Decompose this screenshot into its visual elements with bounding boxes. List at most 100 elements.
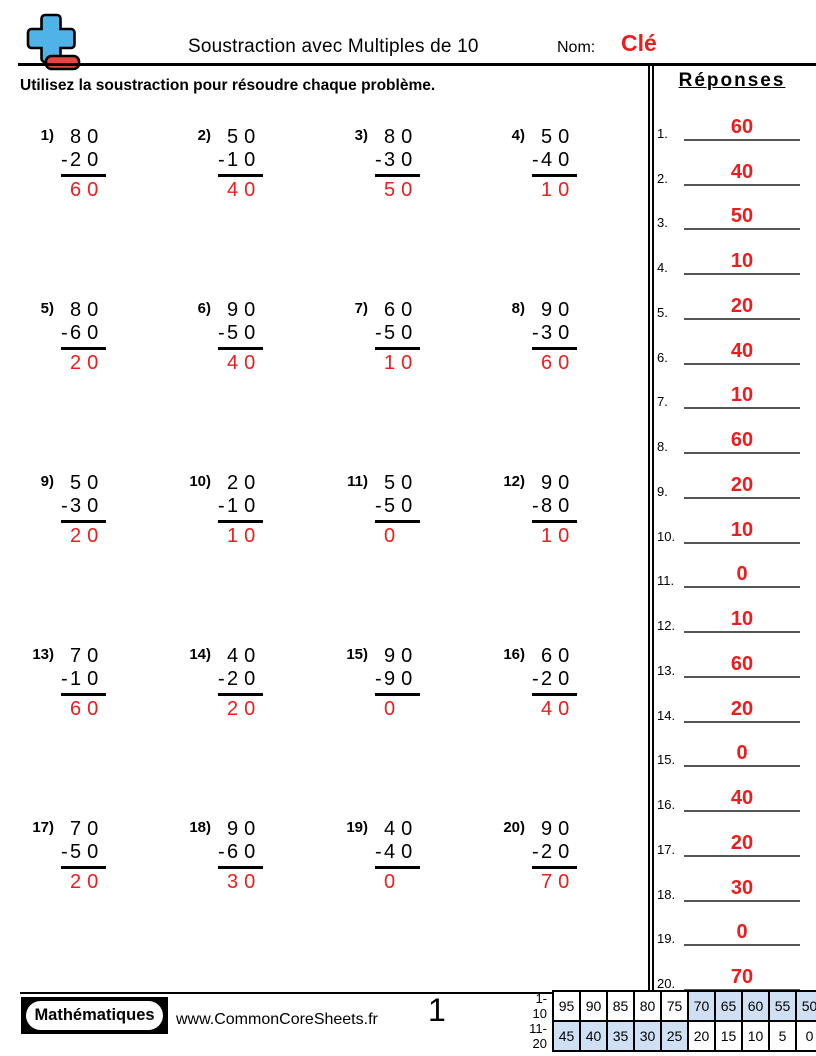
subtrahend-row: -50 bbox=[218, 322, 263, 345]
subtrahend-row: -20 bbox=[532, 841, 577, 864]
problem-answer: 20 bbox=[70, 871, 105, 893]
answer-blank-line: 0 bbox=[684, 743, 800, 768]
minuend: 90 bbox=[227, 818, 262, 840]
grading-score-cell: 45 bbox=[552, 1020, 581, 1052]
website-url: www.CommonCoreSheets.fr bbox=[176, 1011, 378, 1028]
answer-blank-line: 60 bbox=[684, 430, 800, 455]
subtrahend: 20 bbox=[227, 668, 262, 690]
problem: 4) 50-40 10 bbox=[497, 126, 654, 299]
minuend: 20 bbox=[227, 472, 262, 494]
subtrahend: 30 bbox=[70, 495, 105, 517]
problem-number: 14) bbox=[189, 646, 211, 663]
problem-answer: 30 bbox=[227, 871, 262, 893]
grading-score-cell: 30 bbox=[633, 1020, 662, 1052]
problem: 11) 50-50 0 bbox=[340, 472, 497, 645]
answer-blank-line: 50 bbox=[684, 205, 800, 231]
grading-score-cell: 10 bbox=[741, 1020, 770, 1052]
problem: 17) 70-50 20 bbox=[26, 818, 183, 991]
answer-blank-line: 20 bbox=[684, 475, 800, 499]
minus-sign: - bbox=[375, 149, 382, 171]
minuend: 80 bbox=[384, 126, 419, 148]
problem-answer: 40 bbox=[541, 698, 576, 720]
answer-blank-line: 20 bbox=[684, 833, 800, 857]
problem-work: 90-80 10 bbox=[532, 472, 577, 548]
subtrahend-row: -80 bbox=[532, 495, 577, 518]
subtrahend: 90 bbox=[384, 668, 419, 690]
problem-number: 16) bbox=[503, 646, 525, 663]
answer-row: 6. 40 bbox=[657, 329, 800, 365]
problem-answer: 60 bbox=[70, 179, 105, 201]
answer-row: 17. 20 bbox=[657, 821, 800, 857]
minus-sign: - bbox=[218, 668, 225, 690]
problem-answer: 0 bbox=[384, 871, 402, 893]
answer-value: 0 bbox=[736, 563, 748, 586]
answer-value: 20 bbox=[730, 294, 754, 317]
answer-value: 20 bbox=[730, 697, 754, 720]
problem: 6) 90-50 40 bbox=[183, 299, 340, 472]
problem-answer: 60 bbox=[70, 698, 105, 720]
subtrahend: 10 bbox=[227, 495, 262, 517]
answer-blank-line: 40 bbox=[684, 162, 800, 186]
problem-number: 9) bbox=[40, 473, 54, 490]
answer-value: 0 bbox=[736, 921, 748, 944]
problem: 14) 40-20 20 bbox=[183, 645, 340, 818]
answer-blank-line: 30 bbox=[684, 878, 800, 902]
minus-sign: - bbox=[532, 322, 539, 344]
minus-sign: - bbox=[375, 495, 382, 517]
answer-value: 20 bbox=[730, 473, 754, 496]
answer-number: 15. bbox=[657, 752, 676, 768]
answer-value: 10 bbox=[730, 250, 754, 273]
subtrahend: 30 bbox=[541, 322, 576, 344]
minus-sign: - bbox=[375, 322, 382, 344]
equals-line bbox=[61, 520, 106, 523]
answer-row: 18. 30 bbox=[657, 866, 800, 902]
answer-blank-line: 60 bbox=[684, 117, 800, 141]
answer-row: 9. 20 bbox=[657, 463, 800, 499]
answer-number: 18. bbox=[657, 886, 676, 902]
answer-blank-line: 40 bbox=[684, 788, 800, 813]
problem-work: 40-20 20 bbox=[218, 645, 263, 721]
subtrahend: 10 bbox=[70, 668, 105, 690]
equals-line bbox=[218, 347, 263, 350]
minus-sign: - bbox=[218, 841, 225, 863]
grading-range-label: 11-20 bbox=[529, 1021, 547, 1051]
problem-number: 20) bbox=[503, 819, 525, 836]
problem-answer: 10 bbox=[541, 525, 576, 547]
answers-panel-title: Réponses bbox=[678, 70, 786, 91]
problem-work: 90-20 70 bbox=[532, 818, 577, 894]
problem-number: 13) bbox=[32, 646, 54, 663]
worksheet-title: Soustraction avec Multiples de 10 bbox=[188, 36, 479, 57]
answer-value: 10 bbox=[730, 384, 754, 407]
minuend: 70 bbox=[70, 645, 105, 667]
problem-answer: 40 bbox=[227, 352, 262, 374]
subtrahend-row: -30 bbox=[532, 322, 577, 345]
grading-score-cell: 40 bbox=[579, 1020, 608, 1052]
grading-score-cell: 50 bbox=[795, 990, 816, 1022]
subtrahend-row: -20 bbox=[61, 149, 106, 172]
minus-sign: - bbox=[218, 495, 225, 517]
grading-score-cell: 5 bbox=[768, 1020, 797, 1052]
subtrahend-row: -90 bbox=[375, 668, 420, 691]
answer-blank-line: 10 bbox=[684, 250, 800, 276]
problem: 10) 20-10 10 bbox=[183, 472, 340, 645]
grading-score-cell: 15 bbox=[714, 1020, 743, 1052]
minus-sign: - bbox=[61, 841, 68, 863]
answer-blank-line: 70 bbox=[684, 967, 800, 992]
subtrahend-row: -50 bbox=[375, 495, 420, 518]
minuend: 50 bbox=[227, 126, 262, 148]
problem-work: 60-20 40 bbox=[532, 645, 577, 721]
grading-row: 1-10 95 90 85 80 75 70 65 60 55 50 bbox=[523, 990, 816, 1022]
answer-key-badge: Clé bbox=[621, 30, 657, 56]
grading-score-cell: 95 bbox=[552, 990, 581, 1022]
subtrahend: 50 bbox=[70, 841, 105, 863]
instruction-text: Utilisez la soustraction pour résoudre c… bbox=[20, 77, 436, 94]
answer-value: 50 bbox=[730, 205, 754, 228]
grading-score-cell: 60 bbox=[741, 990, 770, 1022]
answer-row: 19. 0 bbox=[657, 910, 800, 947]
answer-number: 19. bbox=[657, 931, 676, 947]
answer-row: 11. 0 bbox=[657, 552, 800, 589]
minuend: 50 bbox=[384, 472, 419, 494]
problems-grid: 1) 80-20 60 2) 50-10 40 3) 80-30 50 4) 50-40 10 5) 80… bbox=[26, 126, 654, 991]
problem-number: 12) bbox=[503, 473, 525, 490]
problem-work: 90-90 0 bbox=[375, 645, 420, 721]
